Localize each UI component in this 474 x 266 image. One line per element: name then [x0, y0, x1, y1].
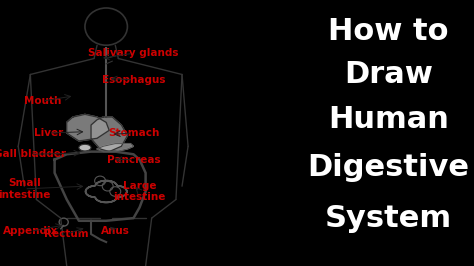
Text: Large
intestine: Large intestine [113, 181, 166, 202]
Polygon shape [97, 144, 134, 152]
Text: Draw: Draw [344, 60, 433, 89]
Text: Salivary glands: Salivary glands [88, 48, 179, 58]
Text: Digestive: Digestive [308, 153, 470, 182]
Text: Anus: Anus [101, 226, 130, 236]
Text: Rectum: Rectum [45, 229, 89, 239]
Text: How to: How to [328, 17, 449, 47]
Text: Gall bladder: Gall bladder [0, 149, 66, 159]
Polygon shape [91, 117, 128, 152]
Text: Stomach: Stomach [108, 128, 159, 138]
Text: Mouth: Mouth [24, 96, 61, 106]
Text: Appendix: Appendix [3, 226, 58, 236]
Text: Human: Human [328, 105, 449, 134]
Text: Esophagus: Esophagus [102, 75, 165, 85]
Polygon shape [67, 114, 109, 141]
Ellipse shape [79, 144, 91, 151]
Text: Small
intestine: Small intestine [0, 178, 50, 200]
Text: Liver: Liver [34, 128, 63, 138]
Text: Pancreas: Pancreas [107, 155, 160, 165]
Text: System: System [325, 203, 452, 233]
